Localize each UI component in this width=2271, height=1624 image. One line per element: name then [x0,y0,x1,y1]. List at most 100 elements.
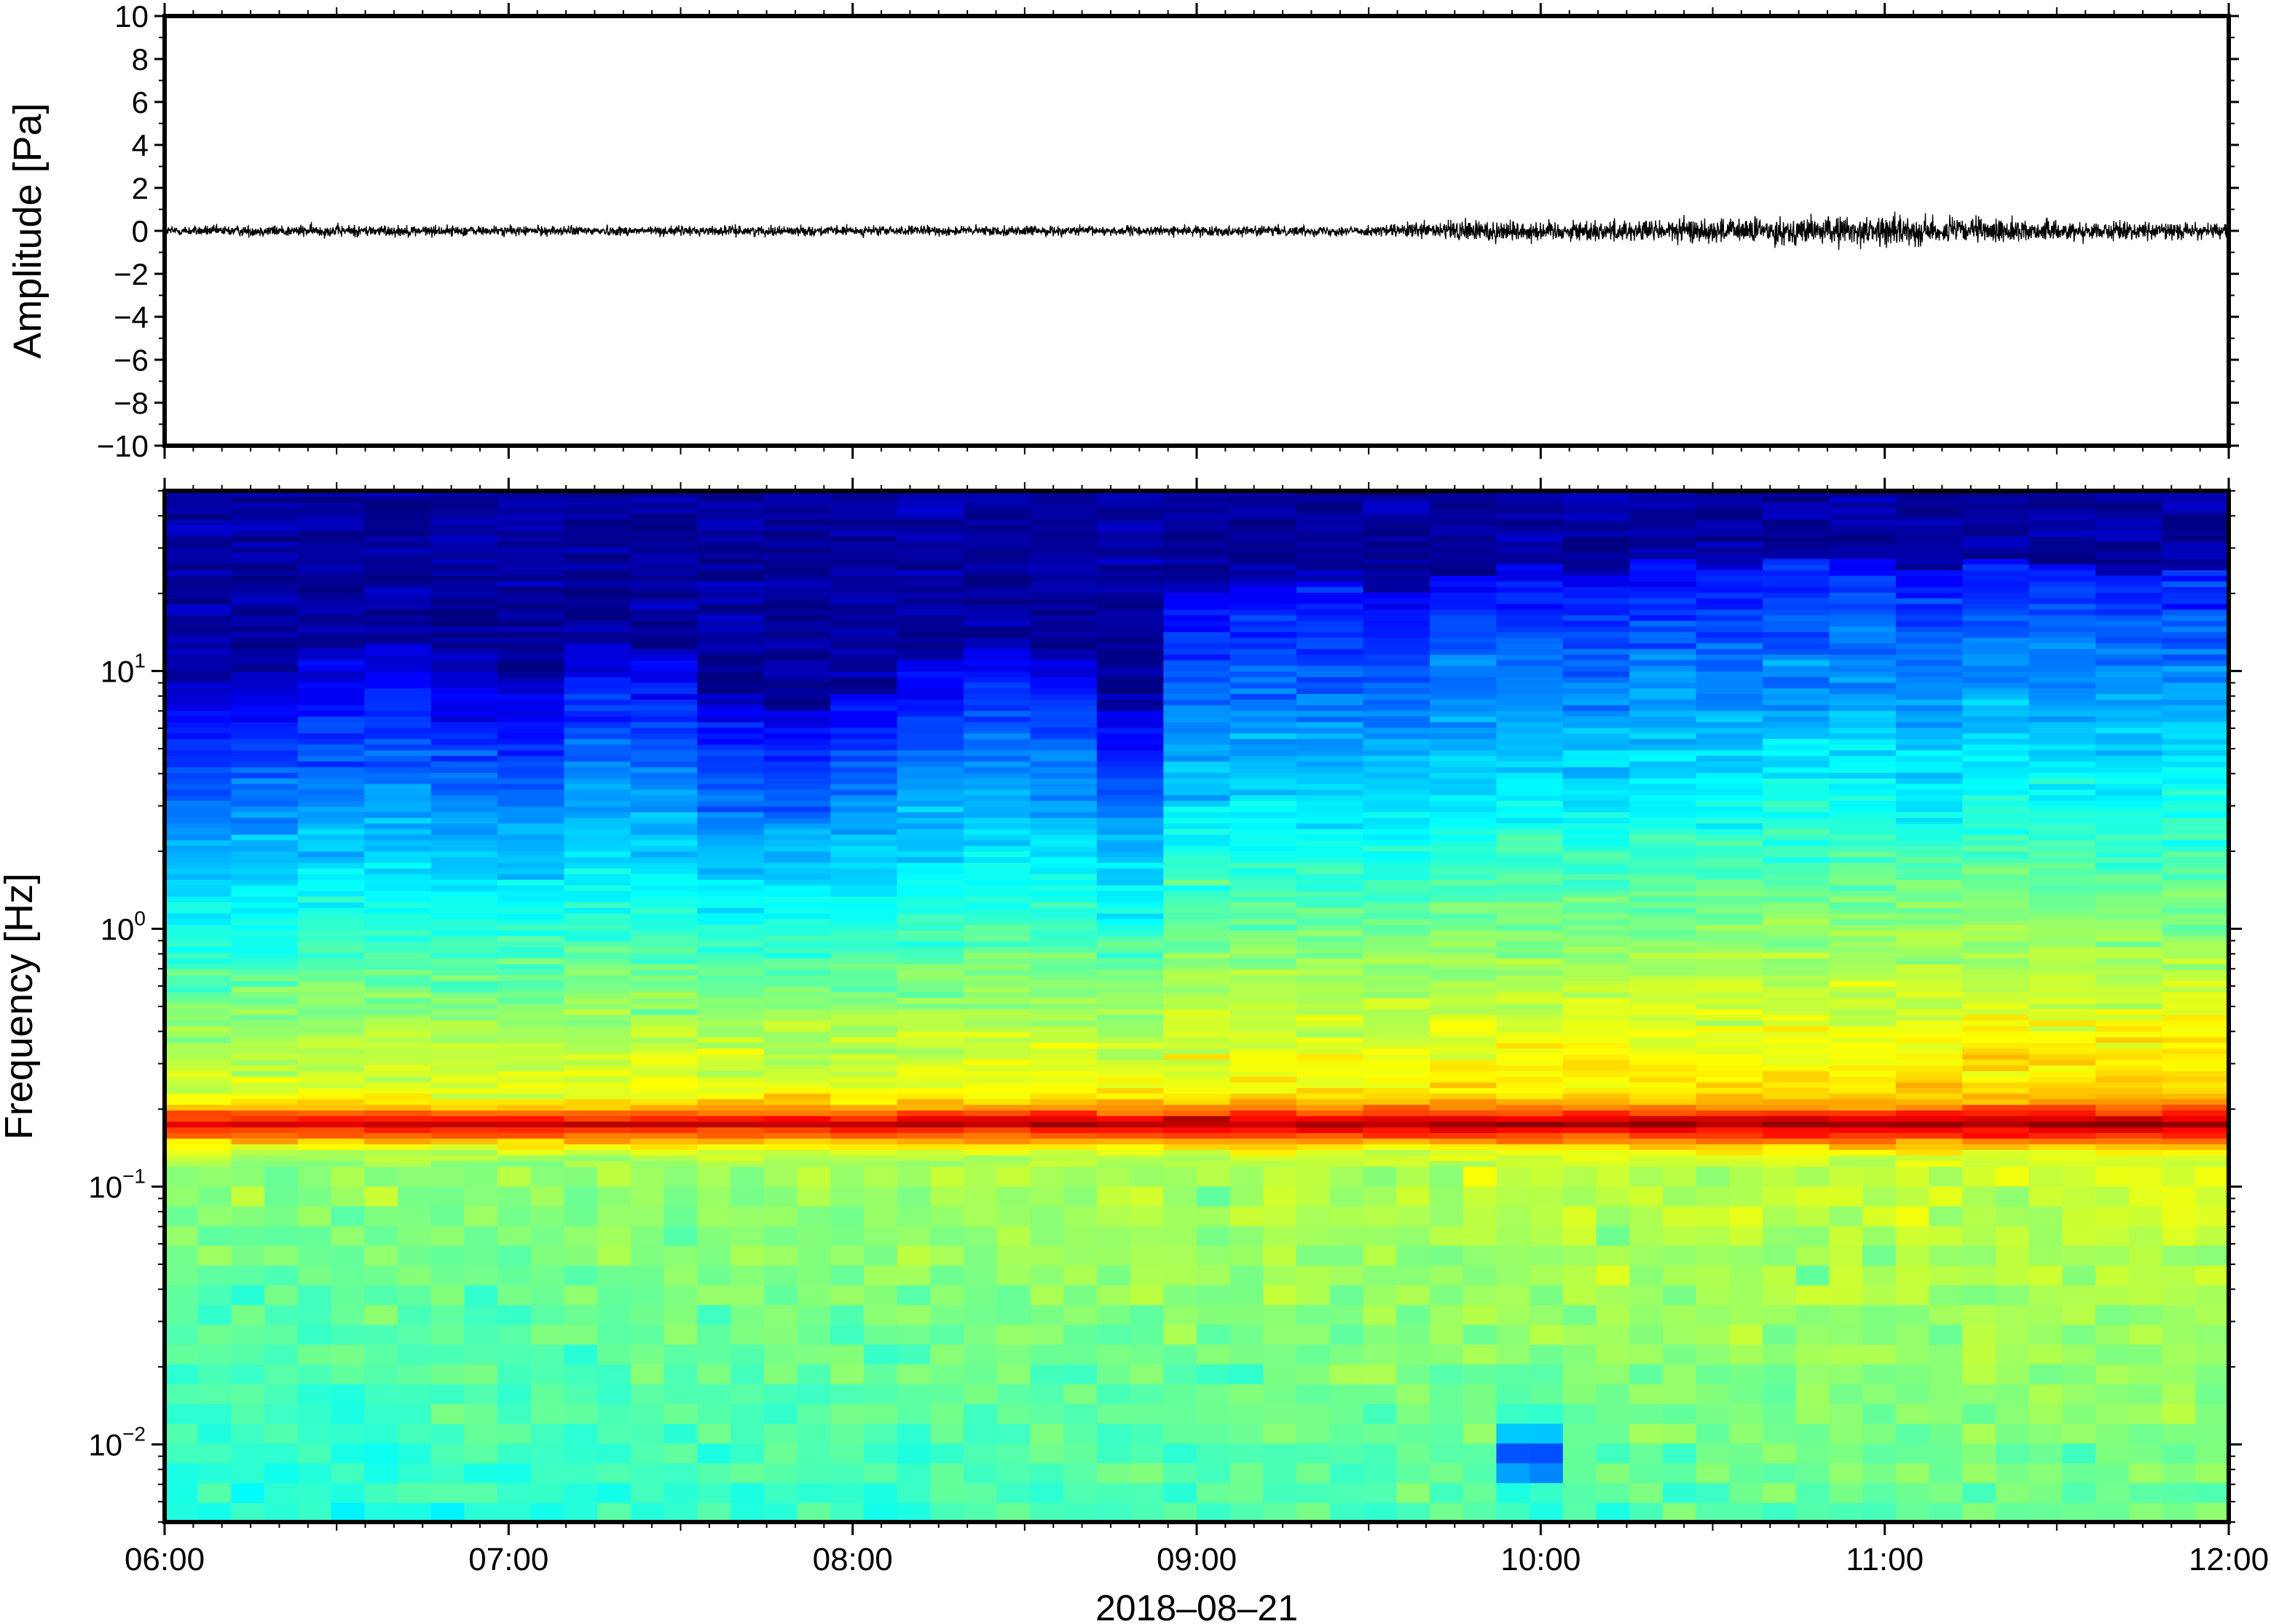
spectrogram-cell [1795,1423,1830,1444]
spectrogram-cell [497,1443,532,1464]
spectrogram-cell [897,952,964,959]
spectrogram-cell [165,1154,232,1162]
spectrogram-cell [564,603,631,610]
spectrogram-cell [1030,710,1098,717]
spectrogram-cell [1895,918,1964,925]
spectrogram-cell [231,879,299,886]
spectrogram-cell [1296,1482,1331,1503]
spectrogram-cell [664,1403,698,1424]
spectrogram-cell [464,1443,498,1464]
spectrogram-cell [763,902,831,908]
spectrogram-cell [1763,755,1830,762]
spectrogram-cell [1296,513,1364,520]
spectrogram-cell [1829,1502,1863,1522]
spectrogram-cell [1895,727,1964,734]
spectrogram-cell [1696,980,1763,987]
spectrogram-cell [364,924,432,931]
spectrogram-cell [697,969,765,976]
spectrogram-cell [897,907,964,914]
spectrogram-cell [165,603,232,610]
spectrogram-cell [1096,626,1165,632]
spectrogram-cell [1229,569,1297,576]
spectrogram-cell [1096,902,1165,908]
spectrogram-cell [231,766,299,773]
spectrogram-cell [1763,626,1830,632]
spectrogram-cell [1629,1048,1697,1055]
spectrogram-cell [2162,969,2229,976]
spectrogram-cell [1229,811,1297,818]
spectrogram-cell [1030,727,1098,734]
spectrogram-cell [1163,1186,1197,1207]
spectrogram-cell [564,642,631,650]
spectrogram-cell [430,1384,465,1404]
spectrogram-cell [1629,1003,1697,1009]
spectrogram-cell [1629,1304,1664,1325]
spectrogram-cell [1496,1138,1564,1145]
spectrogram-cell [497,778,565,784]
spectrogram-cell [231,896,299,902]
spectrogram-cell [1363,508,1430,514]
spectrogram-cell [165,682,232,689]
spectrogram-cell [165,1384,199,1404]
spectrogram-cell [1629,1186,1664,1207]
spectrogram-cell [197,1245,232,1266]
spectrogram-cell [630,1132,698,1139]
spectrogram-cell [664,1265,698,1285]
spectrogram-cell [630,1205,665,1226]
spectrogram-cell [1829,738,1897,745]
spectrogram-cell [1430,1166,1464,1187]
spectrogram-cell [964,1092,1031,1100]
spectrogram-cell [2095,755,2163,762]
spectrogram-cell [297,1014,365,1021]
spectrogram-cell [763,766,831,773]
spectrogram-cell [830,648,898,655]
spectrogram-cell [1962,795,2030,801]
spectrogram-cell [564,597,631,604]
spectrogram-cell [1629,609,1697,615]
spectrogram-cell [1296,615,1364,621]
spectrogram-cell [1895,524,1964,531]
spectrogram-cell [1763,704,1830,712]
spectrogram-cell [1363,1121,1430,1128]
spectrogram-cell [1895,1104,1964,1111]
spectrogram-cell [1496,665,1564,672]
spectrogram-cell [1629,704,1697,712]
spectrogram-cell [630,1121,698,1128]
spectrogram-cell [564,547,631,553]
spectrogram-cell [964,496,1031,503]
spectrogram-cell [564,687,631,694]
spectrogram-cell [564,1403,598,1424]
spectrogram-cell [1895,671,1964,677]
waveform-line [165,211,2229,251]
spectrogram-cell [1130,1265,1165,1285]
spectrogram-cell [2162,1115,2229,1122]
spectrogram-cell [564,924,631,931]
spectrogram-cell [2095,1071,2163,1077]
spectrogram-cell [1763,1115,1830,1122]
spectrogram-cell [2062,1443,2096,1464]
spectrogram-cell [1030,924,1098,931]
spectrogram-cell [1829,513,1897,520]
spectrogram-cell [1229,991,1297,998]
spectrogram-cell [1629,840,1697,846]
spectrogram-cell [430,789,498,796]
spectrogram-cell [497,902,565,908]
spectrogram-cell [1296,636,1364,644]
spectrogram-cell [564,1104,631,1111]
spectrogram-cell [1163,1324,1197,1345]
spectrogram-cell [1229,1138,1297,1145]
spectrogram-cell [1363,1160,1430,1167]
spectrogram-cell [430,795,498,801]
spectrogram-cell [364,778,432,784]
spectrogram-cell [964,840,1031,846]
spectrogram-cell [297,659,365,666]
spectrogram-cell [1962,1225,1996,1246]
spectrogram-cell [2095,1014,2163,1021]
spectrogram-cell [1996,1265,2030,1285]
spectrogram-cell [1363,811,1430,818]
spectrogram-cell [1229,1324,1264,1345]
spectrogram-cell [630,744,698,751]
spectrogram-cell [530,1245,565,1266]
spectrogram-cell [364,755,432,762]
spectrogram-cell [2028,569,2096,576]
